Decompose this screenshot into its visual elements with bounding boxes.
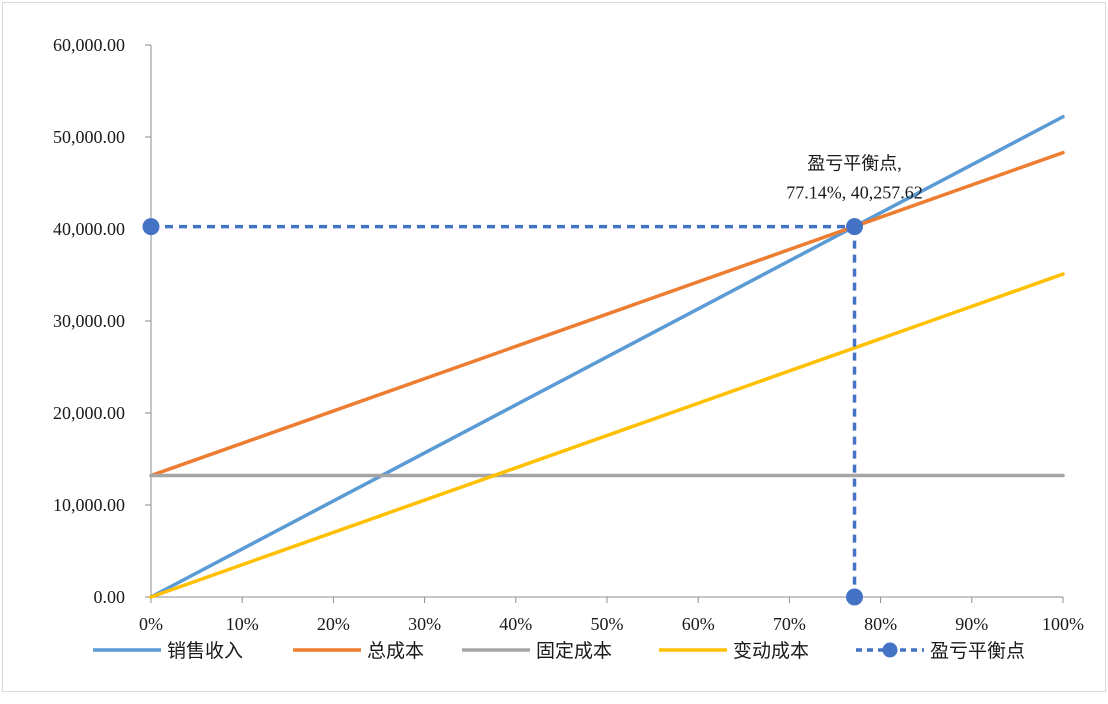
- legend-label: 销售收入: [167, 640, 243, 662]
- x-tick-label: 50%: [591, 614, 624, 634]
- x-tick-label: 30%: [408, 614, 441, 634]
- series-line: [149, 150, 1065, 478]
- x-tick-label: 10%: [226, 614, 259, 634]
- break-even-marker-y-axis: [142, 218, 160, 236]
- x-tick-label: 40%: [499, 614, 532, 634]
- break-even-label-line1: 盈亏平衡点,: [807, 154, 902, 174]
- chart-frame: 0.00 10,000.00 20,000.00 30,000.00 40,000.00…: [2, 2, 1106, 692]
- y-tick-label: 50,000.00: [53, 127, 125, 147]
- x-tick-label: 0%: [139, 614, 163, 634]
- y-tick-label: 30,000.00: [53, 311, 125, 331]
- y-tick-label: 10,000.00: [53, 495, 125, 515]
- y-tick-label: 60,000.00: [53, 35, 125, 55]
- break-even-layer: 盈亏平衡点, 77.14%, 40,257.62: [142, 154, 923, 606]
- legend-label: 总成本: [367, 640, 424, 662]
- break-even-marker-x-axis: [846, 588, 864, 606]
- x-tick-label: 90%: [955, 614, 988, 634]
- break-even-chart: 0.00 10,000.00 20,000.00 30,000.00 40,000.00…: [53, 35, 1084, 662]
- series-line: [149, 115, 1065, 599]
- y-tick-label: 0.00: [94, 587, 126, 607]
- legend-label: 盈亏平衡点: [930, 640, 1025, 662]
- x-tick-label: 20%: [317, 614, 350, 634]
- y-tick-label: 20,000.00: [53, 403, 125, 423]
- legend-label: 变动成本: [733, 640, 809, 662]
- series-lines: [149, 115, 1065, 599]
- x-tick-label: 100%: [1042, 614, 1084, 634]
- break-even-label-line2: 77.14%, 40,257.62: [786, 183, 923, 203]
- break-even-marker: [846, 218, 864, 236]
- x-tick-label: 70%: [773, 614, 806, 634]
- legend: 销售收入 总成本 固定成本 变动成本 盈亏平衡点: [93, 640, 1025, 662]
- legend-marker: [882, 642, 898, 658]
- series-line: [149, 272, 1065, 599]
- x-tick-label: 60%: [682, 614, 715, 634]
- x-tick-label: 80%: [864, 614, 897, 634]
- axes: 0.00 10,000.00 20,000.00 30,000.00 40,000.00…: [53, 35, 1084, 634]
- legend-label: 固定成本: [536, 640, 612, 662]
- y-tick-label: 40,000.00: [53, 219, 125, 239]
